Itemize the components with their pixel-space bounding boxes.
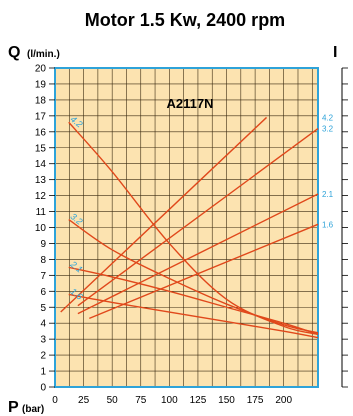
current-curve-3-2 bbox=[77, 128, 319, 307]
flow-curve-2-1 bbox=[68, 266, 319, 336]
y-tick-label: 10 bbox=[35, 223, 47, 234]
flow-curve-1-6 bbox=[68, 293, 319, 339]
x-tick-label: 150 bbox=[218, 395, 235, 406]
current-curve-label: 1.6 bbox=[322, 220, 334, 229]
y-tick-label: 3 bbox=[40, 335, 46, 346]
y-tick-label: 13 bbox=[35, 175, 47, 186]
y-axis-unit: (l/min.) bbox=[27, 49, 60, 60]
y-tick-label: 5 bbox=[40, 303, 46, 314]
curves bbox=[60, 116, 319, 339]
current-curve-1-6 bbox=[89, 223, 319, 320]
x-tick-label: 0 bbox=[52, 395, 58, 406]
y-tick-label: 2 bbox=[40, 351, 46, 362]
y-axis-label: Q bbox=[8, 44, 20, 61]
current-curve-label: 4.2 bbox=[322, 113, 334, 122]
model-label: A2117N bbox=[167, 96, 214, 111]
right-axis bbox=[341, 67, 348, 388]
flow-curve-4-2 bbox=[68, 121, 319, 336]
y-tick-label: 14 bbox=[35, 159, 47, 170]
x-tick-label: 125 bbox=[190, 395, 207, 406]
y-tick-label: 18 bbox=[35, 95, 47, 106]
current-curve-label: 3.2 bbox=[322, 125, 334, 134]
y-tick-label: 20 bbox=[35, 64, 47, 75]
current-curve-2-1 bbox=[77, 193, 319, 315]
x-tick-label: 100 bbox=[161, 395, 178, 406]
flow-curve-3-2 bbox=[68, 218, 319, 334]
current-curve-4-2 bbox=[60, 116, 268, 313]
right-axis-label: I bbox=[333, 44, 337, 61]
grid bbox=[55, 68, 318, 387]
y-tick-label: 8 bbox=[40, 255, 46, 266]
chart-title: Motor 1.5 Kw, 2400 rpm bbox=[85, 10, 285, 30]
y-tick-label: 11 bbox=[36, 207, 47, 218]
y-tick-label: 9 bbox=[40, 239, 46, 250]
y-tick-label: 19 bbox=[35, 79, 47, 90]
y-tick-label: 0 bbox=[40, 383, 46, 394]
y-tick-label: 17 bbox=[35, 111, 47, 122]
x-tick-label: 25 bbox=[78, 395, 90, 406]
y-tick-label: 16 bbox=[35, 127, 47, 138]
x-tick-label: 175 bbox=[247, 395, 264, 406]
x-tick-label: 200 bbox=[275, 395, 292, 406]
x-axis-label: P bbox=[8, 399, 19, 416]
y-tick-label: 1 bbox=[40, 367, 46, 378]
x-tick-label: 75 bbox=[135, 395, 147, 406]
x-axis-ticks: 0 25 50 75 100 125 150 175 200 bbox=[52, 395, 292, 406]
x-axis-unit: (bar) bbox=[22, 404, 44, 415]
current-curve-label: 2.1 bbox=[322, 190, 334, 199]
y-tick-label: 15 bbox=[35, 143, 47, 154]
y-tick-label: 12 bbox=[35, 191, 47, 202]
y-tick-label: 7 bbox=[40, 271, 46, 282]
y-tick-label: 6 bbox=[40, 287, 46, 298]
x-tick-label: 50 bbox=[107, 395, 119, 406]
y-tick-label: 4 bbox=[40, 319, 46, 330]
